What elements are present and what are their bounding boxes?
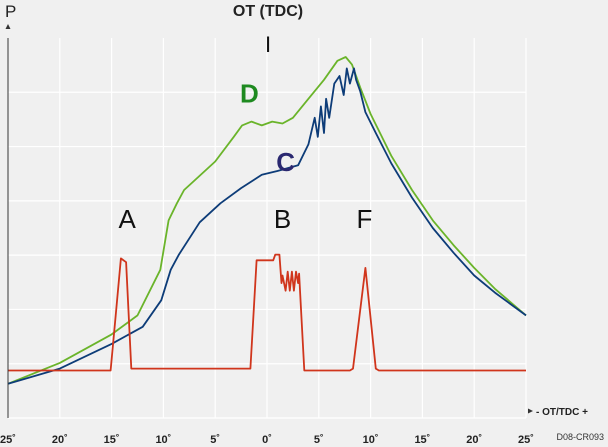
x-tick-label-7: 10˚ [363, 434, 379, 446]
x-tick-label-3: 10˚ [155, 434, 171, 446]
x-tick-label-9: 20˚ [466, 434, 482, 446]
source-code: D08-CR093 [556, 432, 604, 442]
grid [7, 38, 527, 419]
series-group [7, 56, 527, 385]
annotation-0: A [118, 204, 136, 234]
x-tick-label-0: 25˚ [0, 434, 16, 446]
y-axis-label: P [5, 2, 16, 21]
series-line-0 [7, 56, 527, 385]
annotation-1: B [274, 204, 291, 234]
tdc-marker: I [265, 32, 271, 57]
x-tick-label-1: 20˚ [52, 434, 68, 446]
labels-group: D C A B F [118, 79, 372, 234]
x-tick-label-2: 15˚ [104, 434, 120, 446]
series-line-2 [8, 253, 526, 372]
chart-title: OT (TDC) [233, 3, 303, 20]
x-tick-label-6: 5˚ [314, 434, 324, 446]
x-tick-label-5: 0˚ [262, 434, 272, 446]
x-tick-label-4: 5˚ [210, 434, 220, 446]
x-tick-label-10: 25˚ [518, 434, 534, 446]
x-tick-labels: 25˚ 20˚ 15˚ 10˚ 5˚ 0˚ 5˚ 10˚ 15˚ 20˚ 25˚ [0, 434, 534, 446]
series-line-1 [7, 67, 527, 385]
x-axis-label: - OT/TDC + [536, 407, 588, 418]
x-axis-arrow-icon [528, 408, 533, 414]
series-label-1: C [276, 147, 295, 177]
y-axis-arrow-icon [5, 24, 11, 29]
annotation-2: F [356, 204, 372, 234]
x-tick-label-8: 15˚ [414, 434, 430, 446]
series-label-0: D [240, 79, 259, 109]
